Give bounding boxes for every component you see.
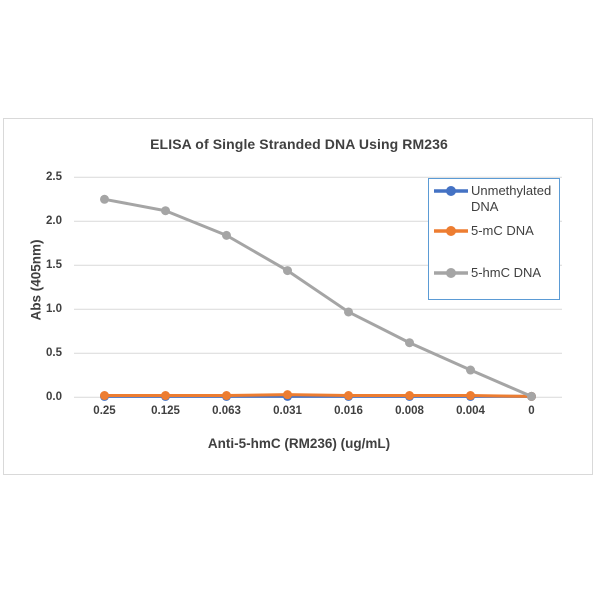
chart-title: ELISA of Single Stranded DNA Using RM236 [150,136,448,152]
data-point [161,391,170,401]
y-tick-label: 2.5 [46,171,62,184]
legend-label: 5-hmC DNA [471,265,542,280]
data-point [283,266,292,276]
x-axis-title: Anti-5-hmC (RM236) (ug/mL) [207,436,391,451]
data-point [222,391,231,401]
legend-line-marker-blue-icon [434,186,468,196]
legend-item-unmethylated-dna: Unmethylated DNA [433,183,563,215]
x-tick-label: 0.031 [273,405,302,417]
data-point [100,194,109,204]
data-point [344,307,353,317]
legend-line-marker-orange-icon [434,226,468,236]
legend-item-5mc-dna: 5-mC DNA [433,223,563,239]
x-tick-label: 0 [528,405,535,417]
series-line-5-hmc-dna [103,197,533,398]
legend-label: 5-mC DNA [471,223,534,238]
y-tick-label: 1.0 [46,303,62,316]
x-tick-label: 0.016 [334,405,363,417]
y-tick-label: 1.5 [46,259,62,272]
y-tick-label: 0.5 [46,347,62,360]
data-point [344,391,353,401]
legend: Unmethylated DNA 5-mC DNA 5-hmC DNA [428,178,560,300]
x-tick-label: 0.125 [151,405,180,417]
x-tick-label: 0.004 [456,405,485,417]
data-point [405,338,414,348]
y-tick-label: 0.0 [46,391,62,404]
data-point [405,391,414,401]
plot-area [74,176,562,401]
series-line-5-mc-dna [103,393,533,398]
data-point [161,206,170,216]
data-point [466,391,475,401]
x-tick-label: 0.25 [93,405,116,417]
x-tick-label: 0.008 [395,405,424,417]
y-tick-label: 2.0 [46,215,62,228]
data-point [466,365,475,375]
legend-line-marker-gray-icon [434,268,468,278]
data-point [283,390,292,400]
data-point [100,391,109,401]
legend-item-5hmc-dna: 5-hmC DNA [433,265,563,281]
data-point [222,230,231,240]
data-point [527,391,536,401]
legend-label: Unmethylated DNA [471,183,552,214]
x-tick-label: 0.063 [212,405,241,417]
